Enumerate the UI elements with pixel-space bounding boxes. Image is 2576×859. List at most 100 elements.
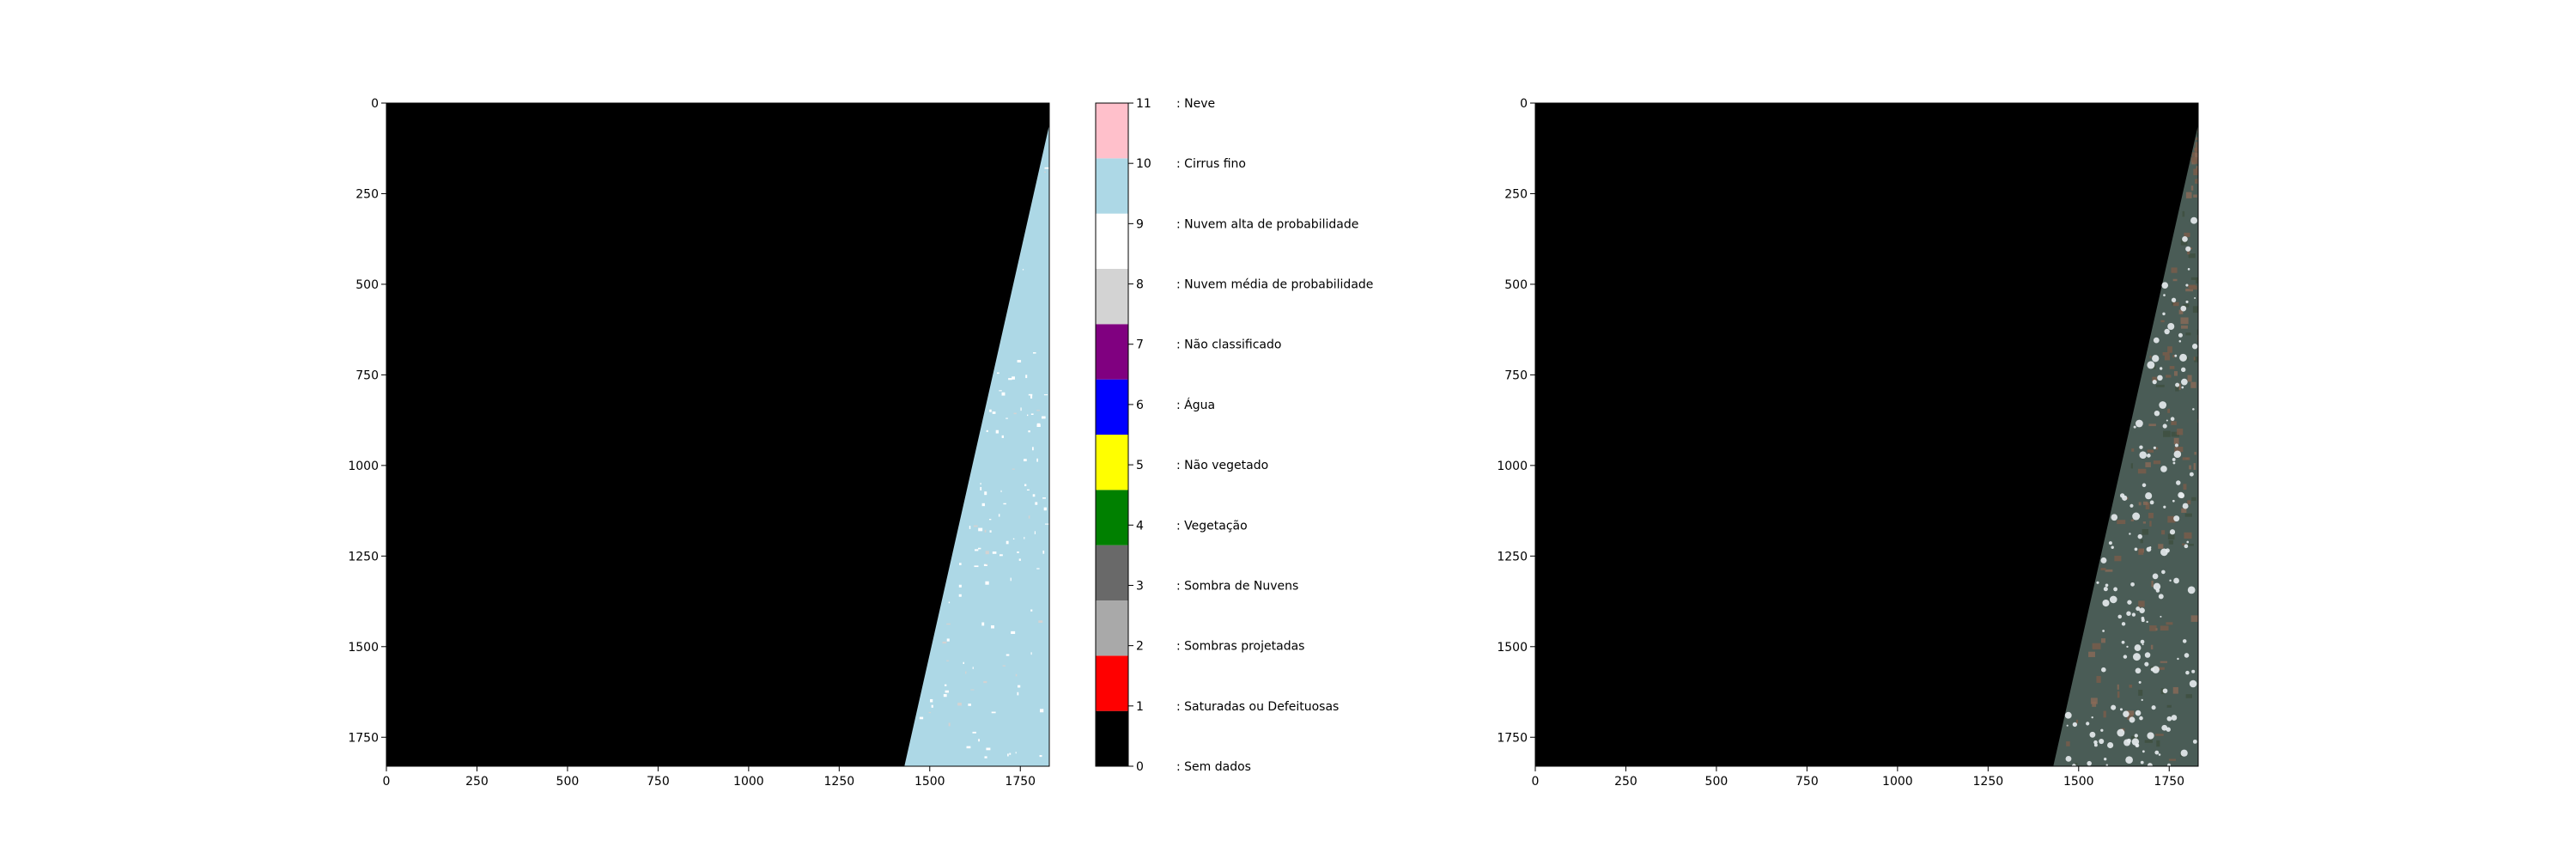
cloud-patch	[1042, 497, 1046, 499]
image-data	[2053, 125, 2198, 766]
cloud	[2142, 643, 2144, 646]
land-patch	[2145, 462, 2151, 467]
land-patch	[2114, 556, 2122, 562]
cloud-patch	[1024, 484, 1027, 487]
land-patch	[2171, 267, 2178, 273]
land-patch	[2185, 332, 2191, 336]
cloud-patch	[1043, 394, 1048, 396]
cloud	[2163, 294, 2166, 296]
x-tick-label: 1750	[1005, 775, 1036, 789]
cloud-patch	[1007, 753, 1009, 757]
land-patch	[2181, 508, 2187, 513]
x-tick-label: 500	[556, 775, 580, 789]
land-patch	[2189, 285, 2197, 290]
land-patch	[2163, 430, 2171, 437]
cloud-patch	[972, 731, 976, 734]
y-tick-label: 1750	[348, 731, 379, 745]
cloud	[2105, 583, 2109, 588]
cloud	[2121, 728, 2123, 731]
land-patch	[2196, 147, 2198, 152]
cloud-patch	[1005, 654, 1010, 656]
land-patch	[2162, 351, 2170, 356]
cloud-patch	[995, 430, 999, 434]
land-patch	[2167, 515, 2176, 523]
cloud	[2158, 753, 2161, 756]
cloud	[2108, 541, 2112, 545]
cloud	[2141, 618, 2145, 623]
cloud-patch	[988, 519, 992, 521]
land-patch	[2166, 375, 2172, 378]
colorbar-segment	[1096, 655, 1128, 711]
land-patch	[2197, 131, 2198, 134]
y-tick-label: 0	[1520, 97, 1528, 111]
data-swath	[904, 125, 1049, 766]
land-patch	[2185, 192, 2192, 198]
land-patch	[2194, 356, 2198, 362]
cloud-patch	[975, 549, 979, 551]
cloud	[2086, 722, 2090, 726]
cloud	[2134, 547, 2138, 551]
cloud	[2172, 461, 2176, 465]
legend-label: : Neve	[1176, 97, 1215, 111]
colorbar-segment	[1096, 490, 1128, 545]
cloud-patch	[985, 581, 989, 585]
land-patch	[2171, 421, 2177, 425]
cloud-patch	[1024, 459, 1027, 462]
y-tick-label: 750	[1504, 369, 1528, 382]
cloud-patch	[969, 526, 971, 529]
land-patch	[2196, 132, 2198, 137]
cloud-patch	[1001, 392, 1005, 396]
cloud	[2129, 533, 2131, 535]
land-patch	[2155, 628, 2158, 631]
y-tick-label: 1500	[348, 641, 379, 655]
colorbar-frame	[1095, 102, 1129, 767]
x-tick-label: 0	[1532, 775, 1540, 789]
land-patch	[2194, 179, 2198, 184]
cloud	[2132, 653, 2141, 661]
cloud-patch	[1028, 430, 1030, 433]
cloud	[2139, 716, 2143, 721]
cloud	[2169, 529, 2176, 535]
cloud	[2136, 606, 2141, 612]
cloud-patch	[985, 551, 989, 555]
x-tick-label: 750	[647, 775, 670, 789]
land-patch	[2066, 741, 2070, 746]
cloud	[2191, 344, 2198, 350]
cloud	[2157, 375, 2163, 381]
cloud-patch	[1002, 665, 1005, 667]
cloud	[2190, 216, 2198, 224]
land-patch	[2191, 497, 2196, 502]
land-patch	[2129, 685, 2133, 688]
cloud	[2131, 612, 2136, 617]
cloud	[2160, 615, 2162, 618]
cloud	[2119, 493, 2125, 498]
cloud-patch	[992, 411, 996, 414]
colorbar-segment	[1096, 103, 1128, 159]
cloud-patch	[986, 430, 988, 432]
land-patch	[2138, 548, 2144, 555]
cloud	[2152, 573, 2159, 580]
legend-label: : Nuvem média de probabilidade	[1176, 278, 1373, 292]
true-color-image-panel: 0 250 500 750 1000 1250 1500 1750 0 250 500 750 1000…	[1497, 97, 2199, 789]
cloud	[2100, 557, 2107, 564]
cloud	[2184, 653, 2190, 658]
land-patch	[2187, 375, 2192, 382]
cloud	[2126, 611, 2131, 616]
cloud	[2181, 386, 2184, 389]
land-patch	[2117, 520, 2126, 525]
cloud	[2136, 419, 2143, 428]
cloud-patch	[999, 554, 1003, 557]
cloud	[2171, 297, 2177, 302]
land-patch	[2148, 423, 2156, 427]
cloud	[2111, 545, 2114, 549]
cloud-patch	[973, 525, 978, 527]
land-patch	[2131, 448, 2135, 452]
colorbar-tick-label: 10	[1136, 157, 1151, 171]
land-patch	[2117, 691, 2120, 698]
cloud-patch	[980, 486, 982, 490]
land-patch	[2130, 519, 2135, 521]
cloud-patch	[1032, 447, 1034, 451]
cloud-patch	[1041, 416, 1046, 419]
cloud	[2091, 716, 2093, 719]
